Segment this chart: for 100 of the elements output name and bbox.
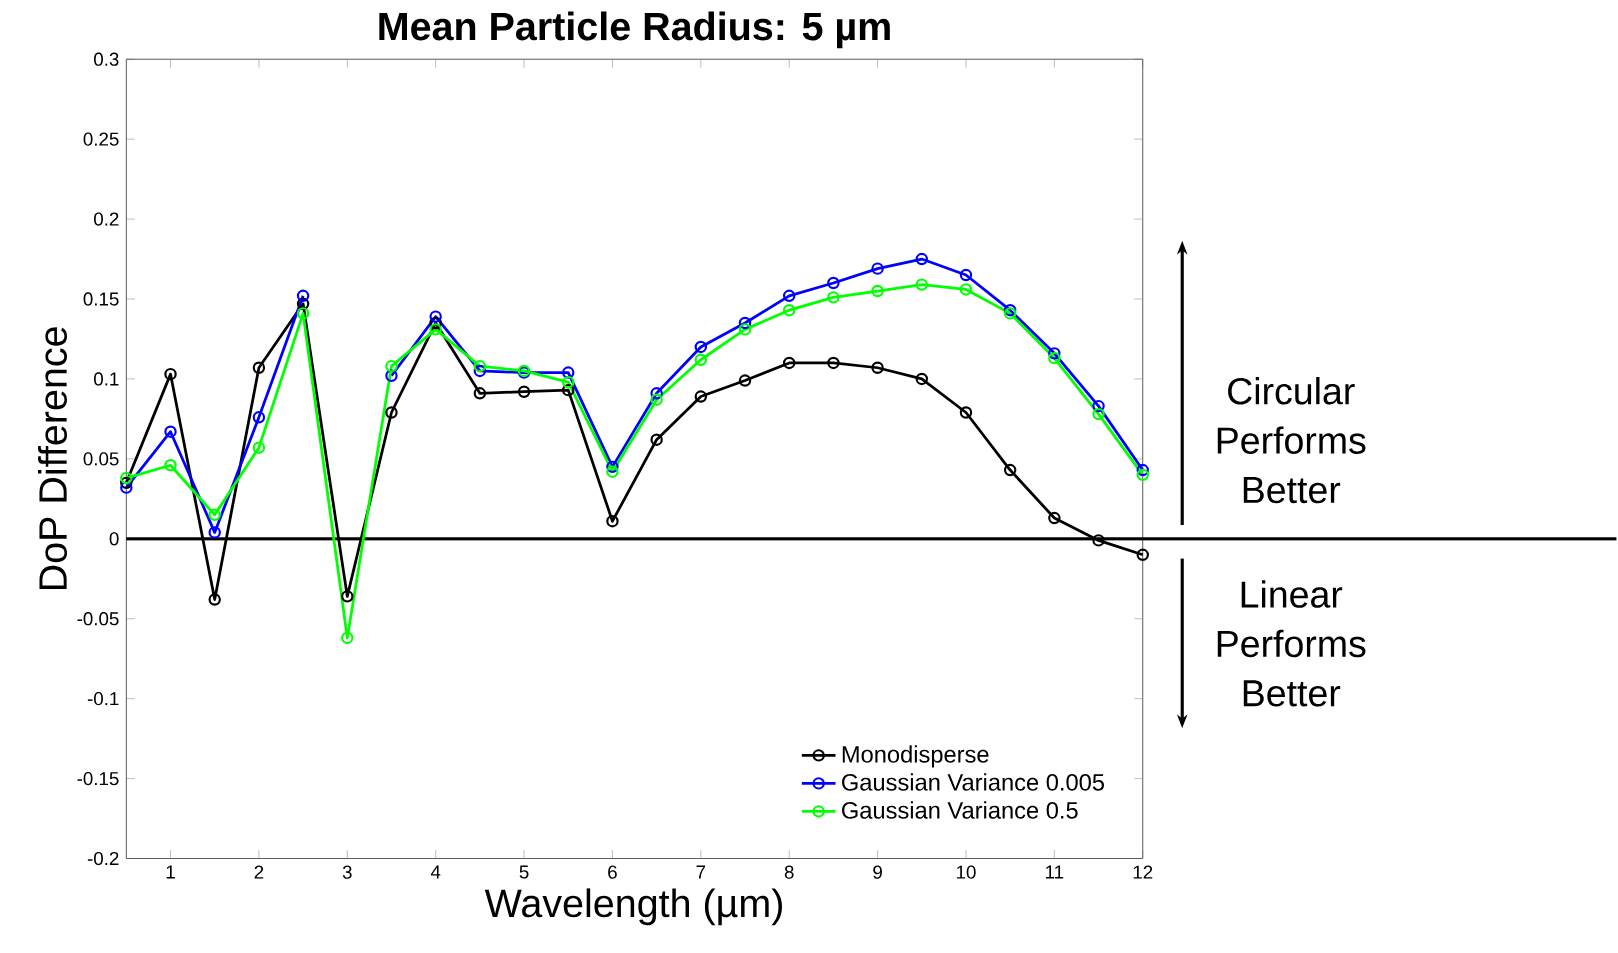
x-tick-label: 1 xyxy=(166,865,175,879)
point xyxy=(252,441,266,454)
point xyxy=(385,406,398,419)
point xyxy=(650,433,663,446)
point xyxy=(473,359,487,373)
point xyxy=(782,356,796,370)
x-tick-label: 2 xyxy=(254,865,264,879)
y-tick-label: -0.2 xyxy=(87,851,119,866)
point xyxy=(827,356,840,370)
point xyxy=(959,406,973,419)
point xyxy=(296,289,310,302)
point xyxy=(296,297,310,310)
point xyxy=(650,393,663,406)
point xyxy=(341,590,354,603)
x-tick-label: 11 xyxy=(1046,865,1064,879)
y-tick-label: -0.1 xyxy=(87,691,119,706)
y-tick-label: -0.15 xyxy=(77,771,119,786)
point xyxy=(429,323,442,336)
point xyxy=(562,366,575,379)
point xyxy=(827,276,840,290)
point xyxy=(1136,468,1149,481)
point xyxy=(871,262,884,275)
point xyxy=(694,353,708,366)
point xyxy=(1092,407,1105,421)
point xyxy=(1092,534,1105,547)
point xyxy=(1003,303,1017,317)
point xyxy=(606,460,619,473)
point xyxy=(1003,307,1017,320)
x-tick-label: 4 xyxy=(430,865,441,879)
point xyxy=(164,425,177,438)
point xyxy=(915,278,929,291)
point xyxy=(1092,399,1105,413)
x-tick-label: 6 xyxy=(608,865,617,879)
point xyxy=(959,268,973,282)
point xyxy=(473,364,487,378)
x-tick-label: 9 xyxy=(873,865,882,879)
point xyxy=(738,374,752,387)
point xyxy=(296,307,310,320)
y-tick-label: -0.05 xyxy=(77,611,119,626)
point xyxy=(782,289,796,302)
point xyxy=(959,283,973,296)
y-tick-label: 0.05 xyxy=(83,452,119,466)
y-tick-label: 0.1 xyxy=(94,372,119,386)
chart-title: Mean Particle Radius: 5 µm xyxy=(379,11,890,49)
point xyxy=(164,458,177,472)
point xyxy=(871,284,884,298)
point xyxy=(517,385,531,398)
point xyxy=(208,508,221,521)
point xyxy=(252,410,266,424)
point xyxy=(1136,548,1149,561)
point xyxy=(385,359,398,373)
point xyxy=(473,386,487,400)
point xyxy=(694,340,708,354)
x-tick-label: 10 xyxy=(956,865,976,879)
x-tick-label: 8 xyxy=(784,865,794,879)
point xyxy=(562,375,575,389)
point xyxy=(1048,511,1061,525)
point xyxy=(1048,351,1061,365)
point xyxy=(1048,347,1061,360)
x-tick-label: 12 xyxy=(1133,865,1153,879)
point xyxy=(915,372,929,386)
y-tick-label: 0.25 xyxy=(83,132,119,146)
point xyxy=(120,476,133,489)
x-tick-label: 7 xyxy=(696,865,706,879)
point xyxy=(827,291,840,304)
text: Linear Performs Better xyxy=(1217,580,1366,707)
x-tick-label: 5 xyxy=(519,865,529,879)
point xyxy=(208,526,221,539)
point xyxy=(650,386,663,400)
point xyxy=(1003,463,1017,477)
y-tick-label: 0.15 xyxy=(83,292,119,306)
point xyxy=(782,303,796,317)
point xyxy=(164,367,177,381)
legend-label: Monodisperse xyxy=(842,745,989,768)
legend-label: Gaussian Variance 0.005 xyxy=(842,773,1104,791)
point xyxy=(208,593,221,606)
point xyxy=(915,252,929,266)
point xyxy=(429,310,442,323)
point xyxy=(341,631,354,645)
point xyxy=(694,390,708,403)
y-tick-label: 0.2 xyxy=(94,212,119,226)
point xyxy=(1136,463,1149,477)
point xyxy=(120,481,133,494)
point xyxy=(385,369,398,382)
point xyxy=(738,323,752,336)
point xyxy=(429,316,442,330)
point xyxy=(738,316,752,330)
text: Circular Performs Better xyxy=(1217,376,1366,504)
point xyxy=(606,465,619,478)
x-axis-title: Wavelength (µm) xyxy=(484,888,782,926)
point xyxy=(562,383,575,397)
y-axis-title: DoP Difference xyxy=(38,327,67,589)
point xyxy=(120,471,133,485)
point xyxy=(871,361,884,374)
legend-label: Gaussian Variance 0.5 xyxy=(842,801,1078,819)
point xyxy=(606,514,619,528)
y-tick-label: 0 xyxy=(109,532,119,546)
point xyxy=(252,361,266,374)
x-tick-label: 3 xyxy=(342,865,352,879)
y-tick-label: 0.3 xyxy=(94,52,119,66)
